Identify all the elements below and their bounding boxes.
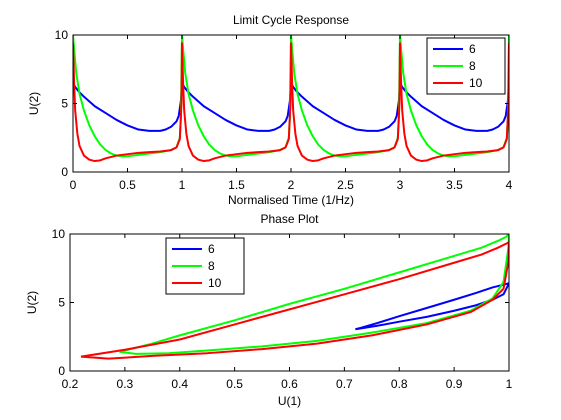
x-tick-label: 0.5 bbox=[226, 377, 243, 391]
x-tick-label: 1 bbox=[506, 377, 513, 391]
series-line-10 bbox=[73, 42, 509, 163]
x-tick-label: 2.5 bbox=[337, 178, 354, 192]
limit-cycle-axes: 0 0.5 1 1.5 2 2.5 3 3.5 4 0 5 10 Limit Cycle Respons… bbox=[27, 13, 513, 207]
x-tick-label: 0 bbox=[70, 178, 77, 192]
legend-label-8: 8 bbox=[469, 59, 476, 73]
x-tick-label: 0.2 bbox=[62, 377, 79, 391]
legend: 6 8 10 bbox=[165, 237, 245, 295]
y-tick-label: 10 bbox=[55, 28, 69, 42]
x-tick-label: 2 bbox=[288, 178, 295, 192]
series-line-8 bbox=[73, 35, 509, 158]
y-tick-label: 10 bbox=[52, 227, 66, 241]
legend-label-8: 8 bbox=[208, 259, 215, 273]
x-tick-label: 0.6 bbox=[281, 377, 298, 391]
x-axis-label: U(1) bbox=[278, 394, 301, 408]
legend-label-10: 10 bbox=[469, 76, 483, 90]
x-tick-label: 1 bbox=[179, 178, 186, 192]
chart-title: Limit Cycle Response bbox=[233, 13, 349, 27]
y-axis-label: U(2) bbox=[27, 92, 41, 115]
legend-label-10: 10 bbox=[208, 276, 222, 290]
chart-title: Phase Plot bbox=[260, 212, 319, 226]
x-tick-label: 0.7 bbox=[336, 377, 353, 391]
x-tick-label: 4 bbox=[506, 178, 513, 192]
series-group bbox=[73, 35, 509, 163]
y-tick-label: 0 bbox=[61, 165, 68, 179]
y-tick-label: 0 bbox=[58, 364, 65, 378]
x-tick-label: 0.4 bbox=[171, 377, 188, 391]
series-line-6 bbox=[355, 282, 509, 331]
x-tick-label: 3 bbox=[397, 178, 404, 192]
x-tick-label: 0.3 bbox=[117, 377, 134, 391]
x-tick-label: 1.5 bbox=[228, 178, 245, 192]
y-tick-label: 5 bbox=[61, 97, 68, 111]
plot-area bbox=[70, 234, 509, 371]
y-axis-label: U(2) bbox=[25, 291, 39, 314]
x-tick-label: 0.5 bbox=[119, 178, 136, 192]
x-tick-label: 0.8 bbox=[391, 377, 408, 391]
legend-label-6: 6 bbox=[469, 42, 476, 56]
x-tick-label: 0.9 bbox=[446, 377, 463, 391]
x-tick-label: 3.5 bbox=[446, 178, 463, 192]
legend-label-6: 6 bbox=[208, 242, 215, 256]
x-axis-label: Normalised Time (1/Hz) bbox=[228, 193, 354, 207]
legend: 6 8 10 bbox=[426, 37, 506, 95]
y-tick-label: 5 bbox=[58, 296, 65, 310]
